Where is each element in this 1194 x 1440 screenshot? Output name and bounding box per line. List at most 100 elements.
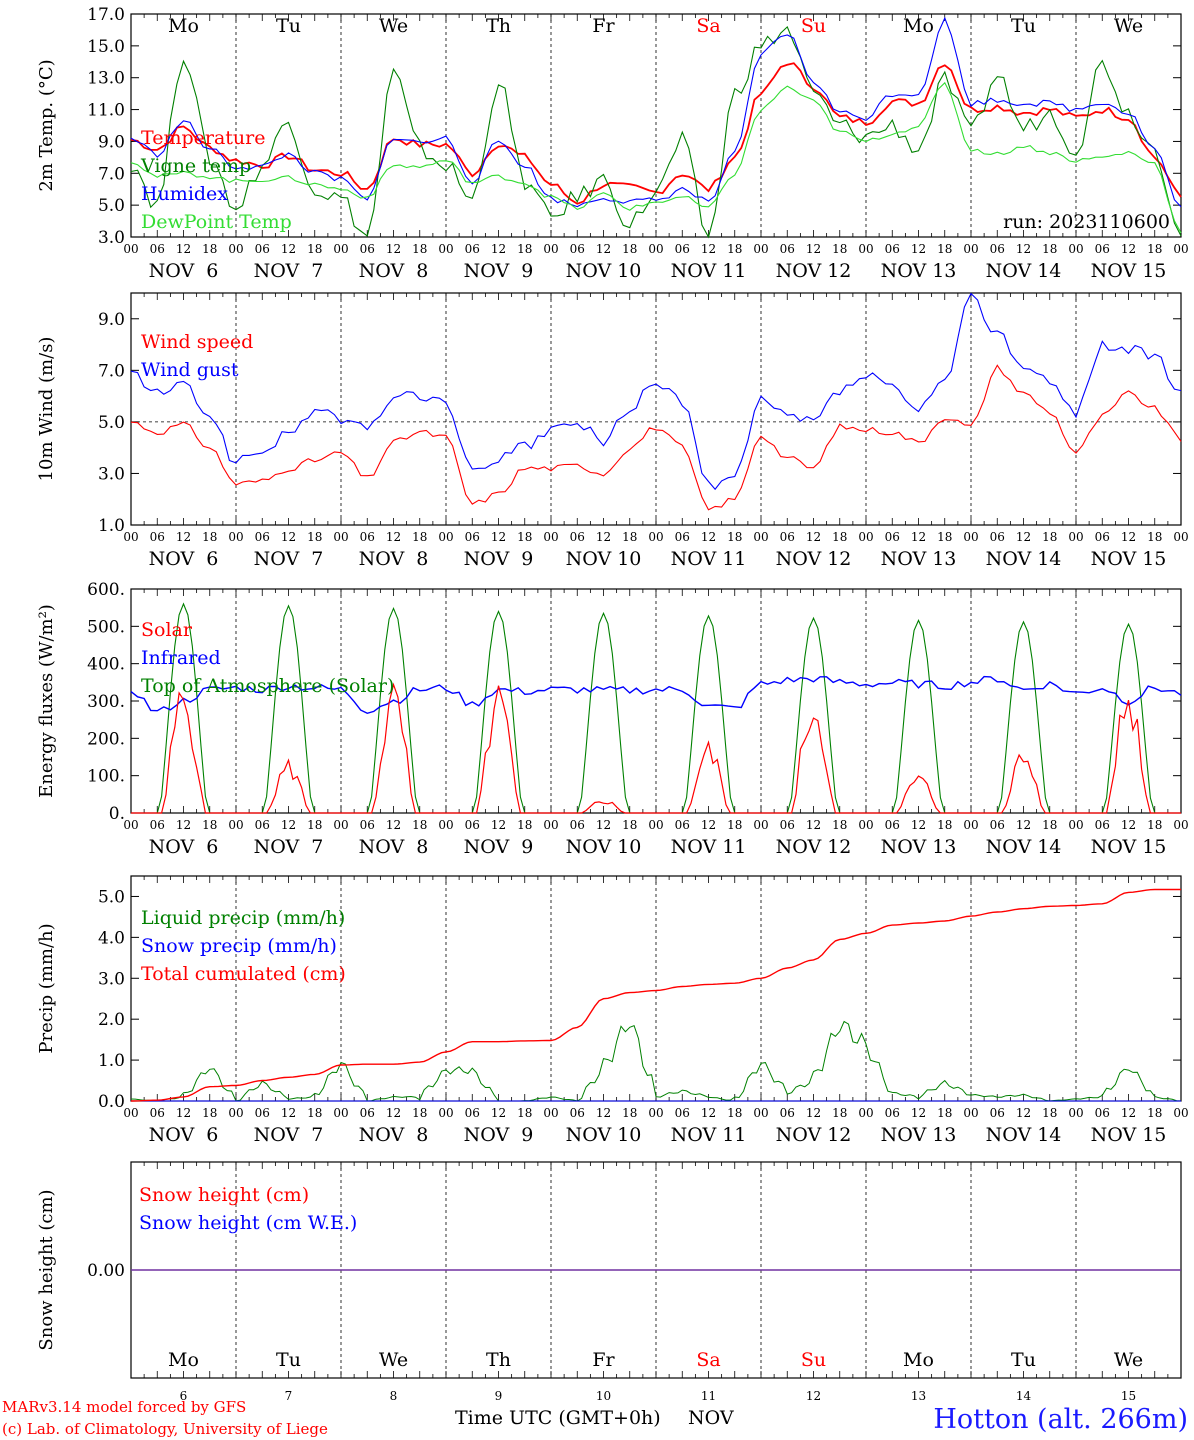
hour-tick-label: 18 [202,818,217,832]
hour-tick-label: 12 [806,1106,821,1120]
hour-tick-label: 06 [675,1106,690,1120]
y-tick-label: 11.0 [87,101,125,121]
date-label: NOV 10 [566,548,642,570]
date-label: NOV 12 [776,260,852,282]
hour-tick-label: 06 [570,242,585,256]
weekday-label: Mo [903,15,934,37]
hour-tick-label: 06 [150,242,165,256]
hour-tick-label: 12 [1121,1106,1136,1120]
weekday-label: We [1114,15,1143,37]
y-tick-label: 7.0 [98,361,125,381]
series-line [130,81,1182,234]
hour-tick-label: 00 [1173,242,1188,256]
hour-tick-label: 00 [753,1106,768,1120]
hour-tick-label: 12 [1016,530,1031,544]
hour-tick-label: 00 [1173,818,1188,832]
legend-entry: Snow height (cm) [139,1184,309,1206]
hour-tick-label: 00 [963,818,978,832]
hour-tick-label: 06 [255,1106,270,1120]
hour-tick-label: 00 [1068,530,1083,544]
date-label: NOV 14 [986,1124,1062,1146]
day-number-label: 13 [911,1389,926,1403]
date-label: NOV 13 [881,1124,957,1146]
hour-tick-label: 00 [753,818,768,832]
date-label: NOV 9 [464,260,534,282]
hour-tick-label: 06 [990,242,1005,256]
date-label: NOV 10 [566,260,642,282]
hour-tick-label: 06 [150,530,165,544]
weekday-label: Su [801,1349,826,1371]
day-number-label: 15 [1121,1389,1136,1403]
hour-tick-label: 12 [596,530,611,544]
y-tick-label: 100. [87,767,125,787]
hour-tick-label: 18 [307,818,322,832]
hour-tick-label: 00 [963,530,978,544]
hour-tick-label: 12 [1121,818,1136,832]
weekday-label: Su [801,15,826,37]
hour-tick-label: 00 [123,242,138,256]
weekday-label: Tu [1011,15,1036,37]
hour-tick-label: 06 [780,242,795,256]
hour-tick-label: 12 [491,1106,506,1120]
date-label: NOV 11 [671,260,747,282]
y-tick-label: 0.00 [87,1261,125,1281]
hour-tick-label: 00 [858,242,873,256]
y-tick-label: 17.0 [87,5,125,25]
hour-tick-label: 00 [333,530,348,544]
legend-entry: Top of Atmosphere (Solar) [141,675,394,697]
date-label: NOV 12 [776,548,852,570]
date-label: NOV 10 [566,1124,642,1146]
series-line [130,364,1182,511]
date-label: NOV 15 [1091,836,1167,858]
hour-tick-label: 18 [937,1106,952,1120]
date-label: NOV 9 [464,548,534,570]
legend-entry: Snow height (cm W.E.) [139,1212,357,1234]
hour-tick-label: 06 [990,1106,1005,1120]
y-tick-label: 3.0 [98,969,125,989]
y-axis-label: Energy fluxes (W/m²) [36,604,57,798]
hour-tick-label: 12 [386,242,401,256]
hour-tick-label: 00 [333,818,348,832]
hour-tick-label: 12 [1121,530,1136,544]
legend-entry: Infrared [141,647,221,669]
hour-tick-label: 18 [1042,530,1057,544]
weekday-label: We [1114,1349,1143,1371]
date-label: NOV 13 [881,836,957,858]
panel-2: 00 06 12 18 00 06 12 18 00 06 12 18 00 06 12 18 00 06 12 18… [36,292,1189,570]
series-line [130,25,1182,239]
hour-tick-label: 00 [438,242,453,256]
y-tick-label: 5.0 [98,887,125,907]
date-label: NOV 12 [776,836,852,858]
hour-tick-label: 18 [517,1106,532,1120]
day-number-label: 8 [390,1389,398,1403]
panel-5: 0.00 Snow height (cm) Snow height (cm) Snow… [36,1161,1182,1403]
date-label: NOV 6 [149,548,219,570]
y-tick-label: 13.0 [87,69,125,89]
hour-tick-label: 18 [622,530,637,544]
hour-tick-label: 12 [1121,242,1136,256]
panel-4: 00 06 12 18 00 06 12 18 00 06 12 18 00 06 12 18 00 06 12 18… [36,875,1189,1146]
weekday-label: Sa [696,1349,720,1371]
hour-tick-label: 18 [622,1106,637,1120]
weekday-label: Tu [276,1349,301,1371]
y-tick-label: 2.0 [98,1010,125,1030]
hour-tick-label: 06 [360,242,375,256]
y-tick-label: 400. [87,655,125,675]
series-line [130,675,1182,715]
date-label: NOV 7 [254,260,324,282]
hour-tick-label: 12 [701,1106,716,1120]
hour-tick-label: 18 [202,1106,217,1120]
hour-tick-label: 18 [412,530,427,544]
series-line [131,682,1181,814]
plot-frame [130,13,1182,238]
hour-tick-label: 18 [307,530,322,544]
hour-tick-label: 18 [1042,1106,1057,1120]
hour-tick-label: 00 [543,242,558,256]
weekday-label: We [379,15,408,37]
y-tick-label: 7.0 [98,164,125,184]
hour-tick-label: 06 [255,530,270,544]
legend-entry: DewPoint Temp [141,211,292,233]
legend-entry: Humidex [141,183,228,205]
hour-tick-label: 18 [1042,818,1057,832]
hour-tick-label: 18 [307,242,322,256]
